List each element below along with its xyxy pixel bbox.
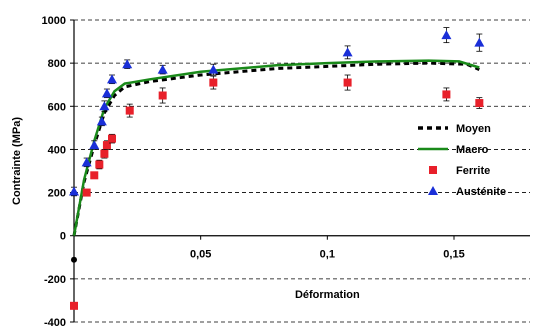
- x-axis-title: Déformation: [295, 289, 360, 301]
- data-point-austenite: [89, 140, 100, 150]
- data-point-ferrite: [95, 160, 104, 169]
- data-point-austenite: [157, 64, 168, 74]
- data-point-austenite: [342, 47, 353, 57]
- x-tick-label: 0,1: [320, 249, 335, 261]
- data-point-austenite: [81, 157, 92, 167]
- data-point-ferrite: [442, 90, 451, 99]
- data-point-ferrite: [102, 141, 111, 150]
- data-point-austenite: [107, 74, 117, 84]
- series-macro: [72, 59, 480, 236]
- y-tick-label: 400: [48, 144, 66, 156]
- legend-item-moyen: Moyen: [418, 123, 491, 135]
- y-tick-label: 200: [48, 188, 66, 200]
- legend-label: Austénite: [456, 186, 506, 198]
- y-tick-label: -200: [44, 274, 66, 286]
- legend-label: Moyen: [456, 123, 491, 135]
- legend-swatch: [428, 186, 438, 195]
- data-point-austenite: [99, 101, 110, 111]
- series-ferrite: [70, 74, 484, 310]
- legend-item-macro: Macro: [418, 144, 489, 156]
- data-point-ferrite: [158, 91, 167, 100]
- data-point-austenite: [101, 88, 112, 98]
- origin-dot: [71, 256, 77, 263]
- legend: Moyen Macro Ferrite Austénite: [418, 123, 506, 198]
- data-point-austenite: [208, 64, 219, 74]
- series-moyen: [72, 61, 480, 236]
- data-point-ferrite: [209, 78, 218, 87]
- series-line-moyen: [72, 61, 480, 236]
- series-line-macro: [72, 59, 480, 236]
- data-point-ferrite: [100, 149, 109, 158]
- y-tick-label: 0: [60, 231, 66, 243]
- data-point-ferrite: [70, 301, 78, 310]
- legend-item-austénite: Austénite: [428, 186, 506, 198]
- y-tick-label: 1000: [42, 15, 66, 27]
- data-point-austenite: [69, 186, 79, 196]
- x-tick-label: 0,05: [190, 249, 211, 261]
- legend-label: Macro: [456, 144, 489, 156]
- y-tick-label: 800: [48, 58, 66, 70]
- y-axis-title: Contrainte (MPa): [11, 117, 23, 205]
- data-point-austenite: [474, 37, 485, 47]
- data-point-ferrite: [125, 106, 134, 115]
- data-point-ferrite: [90, 171, 99, 180]
- x-tick-label: 0,15: [443, 249, 464, 261]
- data-point-austenite: [441, 30, 452, 40]
- data-point-ferrite: [108, 134, 116, 143]
- legend-swatch: [429, 166, 437, 174]
- data-point-ferrite: [343, 78, 352, 87]
- y-tick-label: 600: [48, 101, 66, 113]
- tick-labels: -400 -200 0 200 400 600 800 1000 0,05 0,1 0,15: [42, 15, 465, 326]
- legend-label: Ferrite: [456, 165, 490, 177]
- data-point-ferrite: [82, 188, 91, 197]
- data-point-ferrite: [475, 99, 484, 108]
- y-tick-label: -400: [44, 317, 66, 326]
- series-austénite: [69, 27, 485, 197]
- data-point-austenite: [96, 116, 107, 126]
- legend-item-ferrite: Ferrite: [429, 165, 490, 177]
- series-layer: [69, 27, 485, 310]
- data-point-austenite: [122, 59, 133, 69]
